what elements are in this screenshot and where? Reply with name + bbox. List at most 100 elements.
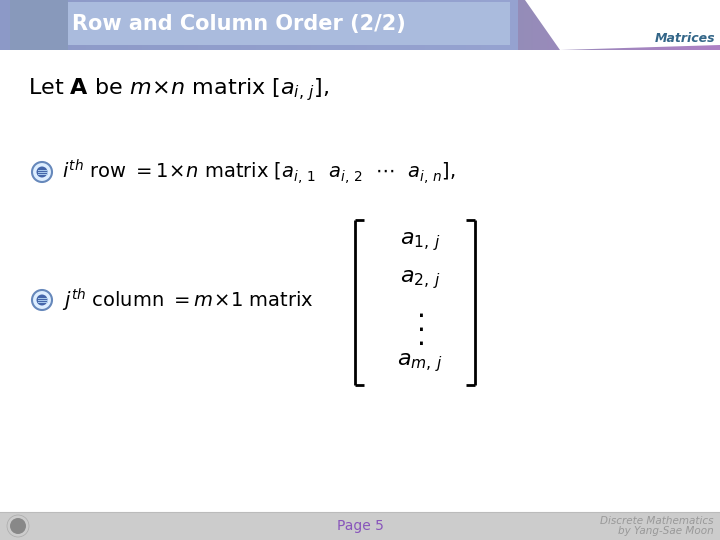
Bar [426,0,429,50]
Bar [643,0,645,50]
Bar [241,0,243,50]
Bar [580,0,582,50]
Bar [455,0,458,50]
Bar [654,0,656,50]
Text: $i^{th}$ row $= 1\!\times\!n$ matrix $[a_{i,\,1}\ \ a_{i,\,2}\ \ \cdots\ \ a_{i,: $i^{th}$ row $= 1\!\times\!n$ matrix $[a… [62,158,456,186]
Bar [160,0,163,50]
Bar [102,0,105,50]
Bar [503,0,505,50]
Bar [229,0,231,50]
Bar [396,0,398,50]
Bar [311,0,314,50]
Bar [684,0,686,50]
Bar [405,0,408,50]
Bar [608,0,611,50]
Bar [540,0,542,50]
Bar [59,0,62,50]
Bar [315,0,318,50]
Bar [283,0,285,50]
Bar [79,0,81,50]
Bar [673,0,675,50]
Bar [313,0,315,50]
Bar [693,0,696,50]
Bar [153,0,156,50]
Bar [319,0,321,50]
Bar [18,0,20,50]
Bar [445,0,447,50]
Bar [565,0,567,50]
Bar [61,0,63,50]
Bar [236,0,238,50]
Bar [575,0,577,50]
Bar [688,0,690,50]
Bar [707,0,710,50]
Bar [23,0,26,50]
Bar [114,0,116,50]
Bar [572,0,575,50]
Bar [121,0,123,50]
Bar [649,0,652,50]
Bar [83,0,85,50]
Bar [510,0,512,50]
Bar [521,0,523,50]
Bar [639,0,642,50]
Bar [346,0,348,50]
Bar [490,0,492,50]
Bar [560,0,562,50]
Bar [50,0,53,50]
Bar [484,0,487,50]
Bar [412,0,415,50]
Bar [391,0,393,50]
Bar [223,0,225,50]
Bar [169,0,171,50]
Bar [441,0,444,50]
Bar [500,0,503,50]
Bar [122,0,125,50]
Bar [655,0,657,50]
Bar [438,0,440,50]
Bar [329,0,332,50]
Bar [207,0,210,50]
Bar [619,0,621,50]
Bar [225,0,228,50]
Bar [78,0,80,50]
Bar [387,0,390,50]
Bar [436,0,438,50]
Bar [371,0,373,50]
Bar [344,0,346,50]
Bar [419,0,422,50]
Bar [409,0,411,50]
Bar [265,0,267,50]
Bar [263,0,265,50]
Bar [349,0,351,50]
Bar [593,0,595,50]
Bar [628,0,631,50]
Bar [162,0,164,50]
Bar [256,0,258,50]
Bar [35,0,37,50]
Bar [383,0,386,50]
Bar [665,0,667,50]
Bar [7,0,9,50]
Bar [95,0,98,50]
Bar [459,0,462,50]
Bar [104,0,107,50]
Bar [479,0,481,50]
Bar [637,0,639,50]
Bar [347,0,350,50]
Bar [297,0,300,50]
Bar [549,0,552,50]
Bar [369,0,372,50]
Bar [360,0,362,50]
Bar [373,0,375,50]
Bar [137,0,139,50]
Text: $a_{m,\,j}$: $a_{m,\,j}$ [397,352,443,374]
Bar [49,0,51,50]
Bar [706,0,708,50]
Bar [497,0,499,50]
Bar [569,0,571,50]
Bar [407,0,409,50]
Bar [716,0,719,50]
Bar [94,0,96,50]
Bar [554,0,557,50]
